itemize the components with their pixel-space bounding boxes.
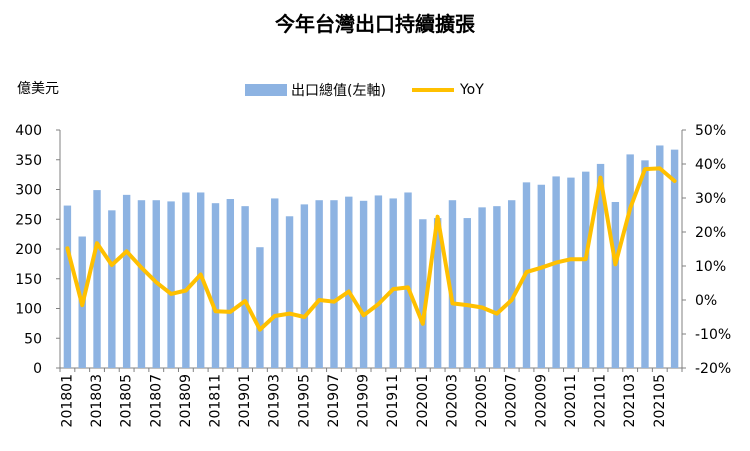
legend-bar-label: 出口總值(左軸) xyxy=(291,83,386,99)
bar xyxy=(315,200,323,368)
left-tick-label: 400 xyxy=(15,123,42,139)
legend-line-swatch xyxy=(411,88,454,92)
bar xyxy=(626,154,634,368)
bar xyxy=(300,204,309,368)
bar xyxy=(330,200,338,368)
bar xyxy=(122,194,131,368)
right-tick-label: -20% xyxy=(695,361,731,377)
legend-line-label: YoY xyxy=(459,82,484,98)
bar xyxy=(582,171,590,368)
left-tick-label: 50 xyxy=(24,331,42,347)
bar xyxy=(389,198,397,368)
left-tick-label: 100 xyxy=(15,302,42,318)
x-tick-label: 201809 xyxy=(178,374,194,427)
bar xyxy=(374,195,383,368)
bar xyxy=(433,218,442,368)
left-tick-label: 150 xyxy=(15,272,42,288)
bar xyxy=(226,199,235,368)
right-tick-label: 40% xyxy=(695,157,726,173)
right-tick-label: 20% xyxy=(695,225,726,241)
bar xyxy=(567,177,575,368)
left-tick-label: 350 xyxy=(15,153,42,169)
left-tick-label: 0 xyxy=(33,361,42,377)
x-tick-label: 201901 xyxy=(237,374,253,427)
bar xyxy=(137,200,146,368)
right-tick-label: 0% xyxy=(695,293,717,309)
x-tick-label: 202009 xyxy=(533,374,549,427)
right-tick-label: 10% xyxy=(695,259,726,275)
bar xyxy=(463,218,471,368)
bar xyxy=(241,206,249,368)
x-tick-label: 201805 xyxy=(119,374,135,427)
x-tick-label: 201907 xyxy=(326,374,342,427)
bar xyxy=(182,192,190,368)
bar xyxy=(448,200,457,368)
bar xyxy=(167,201,175,368)
x-tick-label: 202103 xyxy=(622,374,638,427)
left-tick-label: 300 xyxy=(15,183,42,199)
bar xyxy=(419,219,427,368)
x-tick-label: 201807 xyxy=(148,374,164,427)
x-tick-label: 202105 xyxy=(652,374,668,427)
bar xyxy=(507,200,516,368)
bar xyxy=(196,192,205,368)
x-tick-label: 201905 xyxy=(296,374,312,427)
bar xyxy=(211,203,220,368)
bar xyxy=(404,192,412,368)
x-tick-label: 201803 xyxy=(89,374,105,427)
bar xyxy=(670,149,679,368)
bar xyxy=(596,163,605,368)
x-tick-label: 202101 xyxy=(593,374,609,427)
bar xyxy=(537,184,546,368)
x-tick-label: 202001 xyxy=(415,374,431,427)
bar xyxy=(641,160,649,368)
bar xyxy=(256,247,264,368)
left-axis-unit-label: 億美元 xyxy=(17,81,59,97)
legend-item-bars: 出口總值(左軸) xyxy=(245,80,386,100)
right-tick-label: 50% xyxy=(695,123,726,139)
bar xyxy=(478,207,486,368)
x-tick-label: 201911 xyxy=(385,374,401,427)
legend-bar-swatch xyxy=(245,84,287,96)
left-tick-label: 250 xyxy=(15,212,42,228)
bar xyxy=(493,206,501,368)
bar xyxy=(93,190,101,368)
x-tick-label: 202007 xyxy=(504,374,520,427)
legend-item-line: YoY xyxy=(411,82,484,98)
right-tick-label: 30% xyxy=(695,191,726,207)
bar xyxy=(271,198,279,368)
bar xyxy=(108,210,116,368)
bar xyxy=(611,201,620,368)
legend: 出口總值(左軸) YoY xyxy=(245,80,510,100)
bar xyxy=(552,176,560,368)
x-tick-label: 201909 xyxy=(356,374,372,427)
x-tick-label: 201811 xyxy=(208,374,224,427)
x-tick-label: 202005 xyxy=(474,374,490,427)
x-tick-label: 202011 xyxy=(563,374,579,427)
bar xyxy=(656,145,664,368)
bar xyxy=(285,216,294,368)
bar xyxy=(359,200,368,368)
yoy-line xyxy=(65,166,677,332)
bar xyxy=(345,196,353,368)
chart-title: 今年台灣出口持續擴張 xyxy=(275,12,475,36)
x-tick-label: 201903 xyxy=(267,374,283,427)
bar xyxy=(63,205,72,368)
left-tick-label: 200 xyxy=(15,242,42,258)
x-tick-label: 201801 xyxy=(59,374,75,427)
x-tick-label: 202003 xyxy=(444,374,460,427)
right-tick-label: -10% xyxy=(695,327,731,343)
